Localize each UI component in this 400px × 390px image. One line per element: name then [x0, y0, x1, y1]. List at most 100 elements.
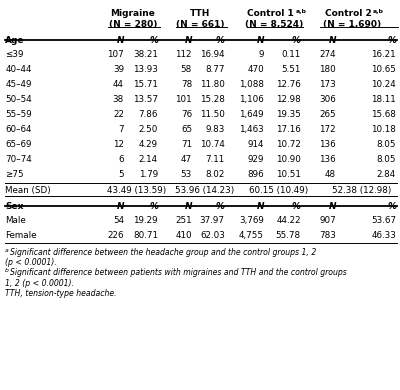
- Text: 53.67: 53.67: [371, 216, 396, 225]
- Text: 55.78: 55.78: [276, 230, 301, 239]
- Text: N: N: [184, 36, 192, 45]
- Text: 40–44: 40–44: [5, 65, 32, 74]
- Text: TTH, tension-type headache.: TTH, tension-type headache.: [5, 289, 117, 298]
- Text: 7.11: 7.11: [206, 155, 225, 164]
- Text: N: N: [328, 202, 336, 211]
- Text: 12.76: 12.76: [276, 80, 301, 89]
- Text: %: %: [216, 202, 225, 211]
- Text: 15.28: 15.28: [200, 95, 225, 104]
- Text: 19.29: 19.29: [133, 216, 158, 225]
- Text: 306: 306: [319, 95, 336, 104]
- Text: 107: 107: [107, 50, 124, 59]
- Text: Control 1: Control 1: [247, 9, 294, 18]
- Text: b: b: [5, 268, 9, 273]
- Text: N: N: [116, 202, 124, 211]
- Text: 0.11: 0.11: [282, 50, 301, 59]
- Text: 78: 78: [181, 80, 192, 89]
- Text: 11.80: 11.80: [200, 80, 225, 89]
- Text: (N = 280): (N = 280): [109, 20, 157, 29]
- Text: N: N: [116, 36, 124, 45]
- Text: 44.22: 44.22: [276, 216, 301, 225]
- Text: 7.86: 7.86: [139, 110, 158, 119]
- Text: 19.35: 19.35: [276, 110, 301, 119]
- Text: 4,755: 4,755: [239, 230, 264, 239]
- Text: 62.03: 62.03: [200, 230, 225, 239]
- Text: ≥75: ≥75: [5, 170, 24, 179]
- Text: 1.79: 1.79: [139, 170, 158, 179]
- Text: 7: 7: [118, 125, 124, 134]
- Text: 274: 274: [319, 50, 336, 59]
- Text: 53.96 (14.23): 53.96 (14.23): [175, 186, 234, 195]
- Text: 60.15 (10.49): 60.15 (10.49): [249, 186, 308, 195]
- Text: 47: 47: [181, 155, 192, 164]
- Text: 10.51: 10.51: [276, 170, 301, 179]
- Text: Sex: Sex: [5, 202, 24, 211]
- Text: 1,088: 1,088: [239, 80, 264, 89]
- Text: 10.90: 10.90: [276, 155, 301, 164]
- Text: %: %: [149, 202, 158, 211]
- Text: 15.71: 15.71: [133, 80, 158, 89]
- Text: 907: 907: [319, 216, 336, 225]
- Text: 5.51: 5.51: [282, 65, 301, 74]
- Text: 58: 58: [181, 65, 192, 74]
- Text: 1,649: 1,649: [239, 110, 264, 119]
- Text: 38: 38: [113, 95, 124, 104]
- Text: 410: 410: [175, 230, 192, 239]
- Text: 45–49: 45–49: [5, 80, 32, 89]
- Text: 914: 914: [248, 140, 264, 149]
- Text: 60–64: 60–64: [5, 125, 32, 134]
- Text: 38.21: 38.21: [133, 50, 158, 59]
- Text: a,b: a,b: [296, 9, 306, 14]
- Text: 52.38 (12.98): 52.38 (12.98): [332, 186, 392, 195]
- Text: 896: 896: [247, 170, 264, 179]
- Text: 37.97: 37.97: [200, 216, 225, 225]
- Text: 4.29: 4.29: [139, 140, 158, 149]
- Text: 1,106: 1,106: [239, 95, 264, 104]
- Text: 2.50: 2.50: [139, 125, 158, 134]
- Text: (N = 1,690): (N = 1,690): [323, 20, 381, 29]
- Text: %: %: [292, 202, 301, 211]
- Text: 16.94: 16.94: [200, 50, 225, 59]
- Text: 54: 54: [113, 216, 124, 225]
- Text: N: N: [256, 36, 264, 45]
- Text: 76: 76: [181, 110, 192, 119]
- Text: a: a: [5, 248, 9, 254]
- Text: 3,769: 3,769: [239, 216, 264, 225]
- Text: 39: 39: [113, 65, 124, 74]
- Text: 10.72: 10.72: [276, 140, 301, 149]
- Text: 12.98: 12.98: [276, 95, 301, 104]
- Text: 783: 783: [319, 230, 336, 239]
- Text: 70–74: 70–74: [5, 155, 32, 164]
- Text: 8.02: 8.02: [206, 170, 225, 179]
- Text: 9: 9: [258, 50, 264, 59]
- Text: 10.65: 10.65: [371, 65, 396, 74]
- Text: 8.77: 8.77: [205, 65, 225, 74]
- Text: 10.18: 10.18: [371, 125, 396, 134]
- Text: 136: 136: [319, 155, 336, 164]
- Text: 112: 112: [176, 50, 192, 59]
- Text: 1,463: 1,463: [239, 125, 264, 134]
- Text: 173: 173: [319, 80, 336, 89]
- Text: 13.93: 13.93: [133, 65, 158, 74]
- Text: Female: Female: [5, 230, 37, 239]
- Text: N: N: [328, 36, 336, 45]
- Text: 2.14: 2.14: [139, 155, 158, 164]
- Text: 65: 65: [181, 125, 192, 134]
- Text: 65–69: 65–69: [5, 140, 32, 149]
- Text: 53: 53: [181, 170, 192, 179]
- Text: %: %: [292, 36, 301, 45]
- Text: N: N: [256, 202, 264, 211]
- Text: 55–59: 55–59: [5, 110, 32, 119]
- Text: Mean (SD): Mean (SD): [5, 186, 51, 195]
- Text: 470: 470: [247, 65, 264, 74]
- Text: 251: 251: [175, 216, 192, 225]
- Text: %: %: [387, 36, 396, 45]
- Text: 172: 172: [319, 125, 336, 134]
- Text: Male: Male: [5, 216, 26, 225]
- Text: ≤39: ≤39: [5, 50, 24, 59]
- Text: Significant difference between the headache group and the control groups 1, 2: Significant difference between the heada…: [10, 248, 317, 257]
- Text: (p < 0.0001).: (p < 0.0001).: [5, 259, 57, 268]
- Text: 226: 226: [108, 230, 124, 239]
- Text: 50–54: 50–54: [5, 95, 32, 104]
- Text: 43.49 (13.59): 43.49 (13.59): [107, 186, 167, 195]
